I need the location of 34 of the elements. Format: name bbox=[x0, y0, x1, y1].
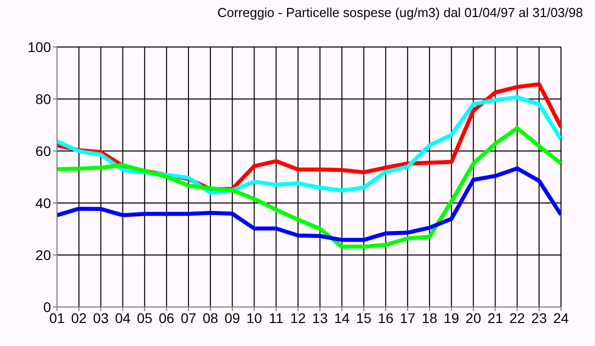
line-series bbox=[57, 95, 561, 195]
line-series bbox=[57, 166, 561, 242]
x-tick-label: 06 bbox=[158, 310, 175, 326]
x-tick-label: 14 bbox=[334, 310, 350, 326]
x-tick-label: 21 bbox=[487, 310, 504, 326]
x-tick-label: 02 bbox=[71, 310, 87, 326]
x-tick-label: 23 bbox=[531, 310, 548, 326]
x-tick-label: 24 bbox=[553, 310, 569, 326]
x-tick-label: 07 bbox=[180, 310, 196, 326]
x-tick-label: 01 bbox=[49, 310, 65, 326]
x-tick-label: 18 bbox=[422, 310, 438, 326]
x-tick-label: 20 bbox=[466, 310, 482, 326]
x-tick-label: 09 bbox=[224, 310, 240, 326]
y-tick-label: 20 bbox=[35, 246, 52, 263]
y-tick-label: 40 bbox=[35, 194, 52, 211]
chart-title: Correggio - Particelle sospese (ug/m3) dal 01/04/97 al 31/03/98 bbox=[217, 5, 583, 20]
x-tick-label: 13 bbox=[312, 310, 328, 326]
y-tick-label: 0 bbox=[43, 298, 52, 315]
line-series bbox=[57, 126, 561, 249]
x-tick-label: 10 bbox=[246, 310, 262, 326]
x-tick-label: 04 bbox=[114, 310, 131, 326]
x-tick-label: 05 bbox=[136, 310, 153, 326]
x-tick-label: 17 bbox=[400, 310, 416, 326]
x-tick-label: 08 bbox=[202, 310, 218, 326]
x-tick-label: 15 bbox=[356, 310, 372, 326]
x-tick-label: 11 bbox=[268, 310, 284, 326]
x-tick-label: 22 bbox=[509, 310, 526, 326]
y-tick-label: 60 bbox=[35, 142, 52, 159]
y-tick-label: 80 bbox=[35, 90, 52, 107]
x-tick-label: 03 bbox=[93, 310, 109, 326]
y-tick-label: 100 bbox=[28, 38, 52, 55]
x-tick-label: 16 bbox=[378, 310, 394, 326]
x-tick-label: 19 bbox=[444, 310, 460, 326]
x-tick-label: 12 bbox=[290, 310, 306, 326]
